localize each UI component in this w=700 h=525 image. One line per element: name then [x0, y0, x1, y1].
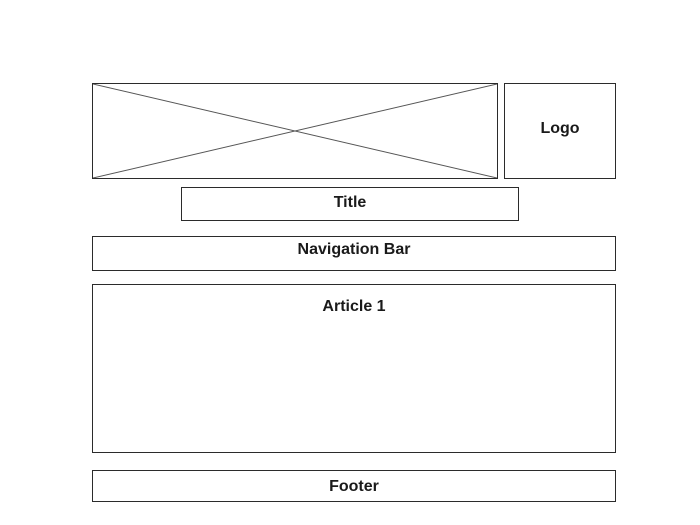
title-box: Title [181, 187, 519, 221]
logo-label: Logo [540, 120, 580, 137]
title-label: Title [333, 194, 367, 211]
navigation-bar-label: Navigation Bar [297, 241, 411, 258]
navigation-bar-box: Navigation Bar [92, 236, 616, 271]
footer-box: Footer [92, 470, 616, 502]
article-label: Article 1 [322, 298, 386, 315]
footer-label: Footer [329, 478, 379, 495]
image-placeholder-cross-icon [93, 84, 497, 178]
placeholder-diagonal-2 [93, 84, 497, 178]
logo-box: Logo [504, 83, 616, 179]
banner-image-placeholder [92, 83, 498, 179]
article-box: Article 1 [92, 284, 616, 453]
